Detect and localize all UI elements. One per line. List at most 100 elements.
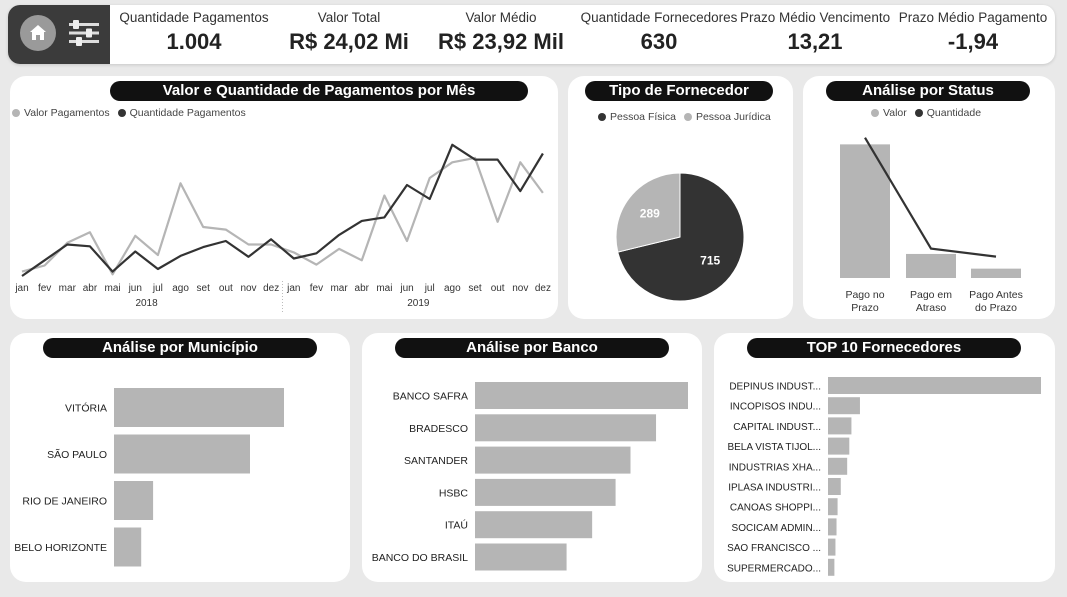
x-tick-label: Pago no Prazo (845, 289, 884, 314)
h-bar (114, 528, 141, 567)
x-tick-label: fev (310, 283, 323, 294)
status-bar (840, 144, 890, 278)
kpi-prazo-pagamento: Prazo Médio Pagamento -1,94 (894, 5, 1052, 64)
municipio-chart-card: Análise por Município VITÓRIA SÃO PAULO RI… (10, 333, 350, 582)
status-chart-card: Análise por Status Valor Quantidade Pago… (803, 76, 1055, 319)
x-tick-label: nov (240, 283, 256, 294)
line-chart[interactable]: jan fev mar abr mai jun jul ago set out nov dez jan f… (10, 76, 558, 319)
h-bar (828, 377, 1041, 394)
x-group-label: 2018 (135, 298, 158, 309)
x-tick-label: jun (399, 283, 413, 294)
h-bar (828, 458, 847, 475)
y-category-label: VITÓRIA (65, 402, 107, 415)
h-bar (114, 435, 250, 474)
kpi-label: Prazo Médio Vencimento (740, 10, 890, 25)
x-tick-label: set (468, 283, 482, 294)
y-category-label: BRADESCO (409, 423, 468, 435)
h-bar (114, 388, 284, 427)
x-tick-label: jul (424, 283, 435, 294)
pie-data-label: 715 (700, 254, 720, 268)
x-tick-label: mar (330, 283, 348, 294)
x-tick-label: out (219, 283, 233, 294)
x-tick-label: mai (376, 283, 392, 294)
status-bar (971, 269, 1021, 278)
y-category-label: BANCO SAFRA (393, 391, 468, 403)
h-bar (828, 518, 837, 535)
h-bar (475, 511, 592, 538)
x-tick-label: jan (286, 283, 300, 294)
y-category-label: ITAÚ (445, 519, 468, 532)
h-bar (828, 559, 834, 576)
home-icon (28, 23, 48, 43)
kpi-qtd-pagamentos: Quantidade Pagamentos 1.004 (114, 5, 274, 64)
y-category-label: BELO HORIZONTE (14, 542, 107, 554)
h-bar (828, 478, 841, 495)
kpi-value: 13,21 (740, 29, 890, 55)
kpi-label: Prazo Médio Pagamento (894, 10, 1052, 25)
kpi-value: R$ 24,02 Mi (274, 29, 424, 55)
status-chart[interactable]: Pago no Prazo Pago em Atraso Pago Antes do Pr… (803, 76, 1055, 319)
top10-chart-card: TOP 10 Fornecedores DEPINUS INDUST... INC… (714, 333, 1055, 582)
y-category-label: SOCICAM ADMIN... (732, 523, 821, 534)
x-tick-label: dez (535, 283, 551, 294)
home-button[interactable] (20, 15, 56, 51)
kpi-label: Quantidade Fornecedores (580, 10, 738, 25)
banco-chart[interactable]: BANCO SAFRA BRADESCO SANTANDER HSBC ITAÚ BANC… (362, 333, 702, 582)
x-tick-label: jan (14, 283, 28, 294)
kpi-qtd-fornecedores: Quantidade Fornecedores 630 (580, 5, 738, 64)
series-line-quantidade (22, 145, 543, 276)
x-tick-label: dez (263, 283, 279, 294)
h-bar (828, 397, 860, 414)
y-category-label: BANCO DO BRASIL (372, 552, 468, 564)
x-tick-label: out (491, 283, 505, 294)
y-category-label: SAO FRANCISCO ... (727, 543, 821, 554)
h-bar (114, 481, 153, 520)
x-tick-label: abr (83, 283, 98, 294)
y-category-label: CAPITAL INDUST... (733, 422, 821, 433)
kpi-value: R$ 23,92 Mil (426, 29, 576, 55)
h-bar (828, 438, 849, 455)
x-tick-label: Pago em Atraso (910, 289, 952, 314)
kpi-valor-medio: Valor Médio R$ 23,92 Mil (426, 5, 576, 64)
h-bar (475, 479, 616, 506)
h-bar (475, 382, 688, 409)
kpi-value: -1,94 (894, 29, 1052, 55)
kpi-label: Quantidade Pagamentos (114, 10, 274, 25)
h-bar (828, 417, 851, 434)
h-bar (475, 414, 656, 441)
x-tick-label: jul (152, 283, 163, 294)
y-category-label: INCOPISOS INDU... (730, 402, 821, 413)
kpi-label: Valor Total (274, 10, 424, 25)
kpi-valor-total: Valor Total R$ 24,02 Mi (274, 5, 424, 64)
y-category-label: INDUSTRIAS XHA... (729, 462, 821, 473)
x-group-label: 2019 (407, 298, 430, 309)
kpi-header: Quantidade Pagamentos 1.004 Valor Total … (8, 5, 1055, 64)
x-tick-label: ago (444, 283, 461, 294)
x-tick-label: ago (172, 283, 189, 294)
x-tick-label: nov (512, 283, 528, 294)
sliders-icon (67, 19, 101, 47)
x-tick-label: set (197, 283, 211, 294)
x-tick-label: mar (59, 283, 77, 294)
x-tick-label: fev (38, 283, 51, 294)
pie-data-label: 289 (640, 206, 660, 220)
pie-chart[interactable]: 715 289 (568, 76, 793, 319)
y-category-label: DEPINUS INDUST... (729, 382, 821, 393)
x-tick-label: jun (128, 283, 142, 294)
y-category-label: BELA VISTA TIJOL... (727, 442, 821, 453)
top10-chart[interactable]: DEPINUS INDUST... INCOPISOS INDU... CAPITA… (714, 333, 1055, 582)
kpi-value: 630 (580, 29, 738, 55)
municipio-chart[interactable]: VITÓRIA SÃO PAULO RIO DE JANEIRO BELO HORIZ… (10, 333, 350, 582)
nav-panel (8, 5, 110, 64)
y-category-label: SANTANDER (404, 455, 468, 467)
kpi-value: 1.004 (114, 29, 274, 55)
x-tick-label: mai (105, 283, 121, 294)
line-chart-card: Valor e Quantidade de Pagamentos por Mês… (10, 76, 558, 319)
pie-chart-card: Tipo de Fornecedor Pessoa Física Pessoa … (568, 76, 793, 319)
x-tick-label: Pago Antes do Prazo (969, 289, 1023, 314)
y-category-label: HSBC (439, 487, 469, 499)
status-bar (906, 254, 956, 278)
y-category-label: SÃO PAULO (47, 448, 107, 461)
filter-button[interactable] (66, 15, 102, 51)
y-category-label: RIO DE JANEIRO (22, 496, 107, 508)
